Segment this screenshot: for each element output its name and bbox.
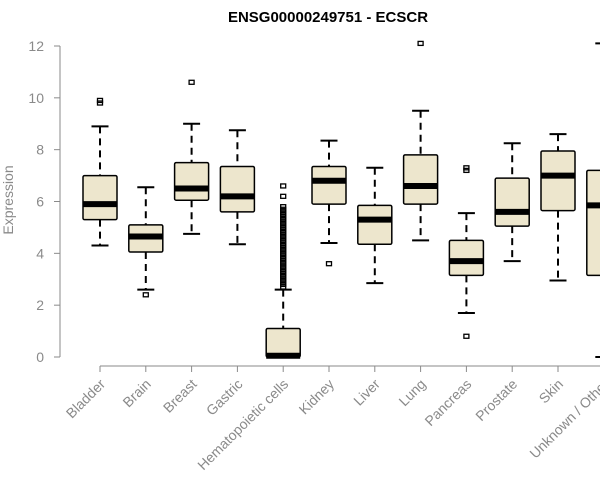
- box-skin: [540, 133, 576, 282]
- outlier-point: [280, 193, 287, 199]
- box-body: [448, 239, 485, 277]
- x-tick-label: Hematopoietic cells: [194, 376, 291, 473]
- x-tick-label: Brain: [119, 376, 153, 410]
- outlier-point: [463, 333, 470, 339]
- y-tick-label: 12: [28, 38, 44, 54]
- outlier-point: [96, 97, 104, 104]
- y-tick-label: 8: [36, 142, 44, 158]
- box-pancreas: [448, 165, 485, 339]
- y-tick-label: 6: [36, 194, 44, 210]
- x-tick-label: Liver: [350, 376, 383, 409]
- box-lung: [402, 40, 439, 242]
- y-tick-label: 4: [36, 245, 44, 261]
- box-kidney: [311, 139, 347, 267]
- box-plot-series: [82, 40, 600, 359]
- box-liver: [357, 166, 393, 285]
- outlier-point: [463, 165, 470, 171]
- outlier-point: [188, 79, 195, 85]
- box-body: [540, 150, 576, 212]
- x-tick-label: Kidney: [296, 376, 338, 418]
- box-unknown-other: [586, 42, 600, 358]
- x-tick-label: Gastric: [203, 376, 246, 419]
- box-body: [586, 169, 600, 277]
- box-body: [311, 165, 347, 205]
- box-breast: [173, 79, 210, 235]
- x-tick-label: Skin: [536, 376, 567, 407]
- box-gastric: [219, 129, 256, 246]
- box-body: [82, 174, 118, 221]
- x-tick-label: Pancreas: [421, 376, 474, 429]
- box-hematopoietic-cells: [265, 183, 301, 359]
- x-tick-label: Breast: [160, 376, 200, 416]
- box-body: [219, 165, 256, 213]
- box-body: [357, 204, 393, 246]
- y-tick-label: 0: [36, 349, 44, 365]
- y-axis: 0 2 4 6 8 10 12: [28, 38, 61, 365]
- chart-title: ENSG00000249751 - ECSCR: [228, 9, 428, 26]
- box-prostate: [494, 142, 530, 263]
- outlier-point: [142, 292, 149, 298]
- y-tick-label: 2: [36, 297, 44, 313]
- box-brain: [128, 186, 164, 298]
- box-body: [173, 161, 210, 201]
- box-bladder: [82, 97, 118, 247]
- y-tick-label: 10: [28, 90, 44, 106]
- box-body: [494, 177, 530, 227]
- x-tick-label: Prostate: [472, 376, 520, 424]
- outlier-point: [417, 40, 424, 47]
- x-tick-label: Lung: [395, 376, 428, 409]
- outlier-point: [280, 204, 287, 210]
- outlier-point: [280, 183, 287, 189]
- box-body: [402, 154, 439, 205]
- outlier-point: [325, 261, 333, 267]
- y-axis-label: Expression: [0, 165, 16, 234]
- x-tick-label: Bladder: [63, 376, 109, 422]
